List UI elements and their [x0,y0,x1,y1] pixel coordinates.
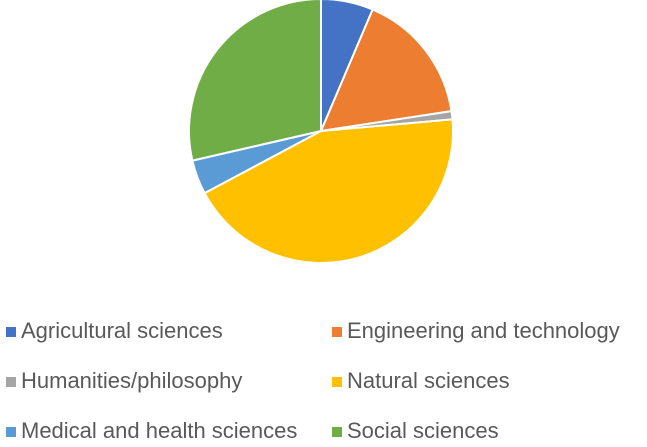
legend-swatch [6,427,16,437]
legend-swatch [332,327,342,337]
pie-slice [188,0,322,162]
legend-swatch [6,327,16,337]
legend-label: Engineering and technology [347,318,620,343]
legend-label: Medical and health sciences [21,418,297,442]
legend-label: Agricultural sciences [21,318,223,343]
legend-label: Humanities/philosophy [21,368,242,393]
pie-slice [319,8,453,133]
legend-label: Social sciences [347,418,499,442]
pie-slice [203,118,454,264]
legend-swatch [332,377,342,387]
legend-label: Natural sciences [347,368,510,393]
legend-swatch [332,427,342,437]
legend-swatch [6,377,16,387]
